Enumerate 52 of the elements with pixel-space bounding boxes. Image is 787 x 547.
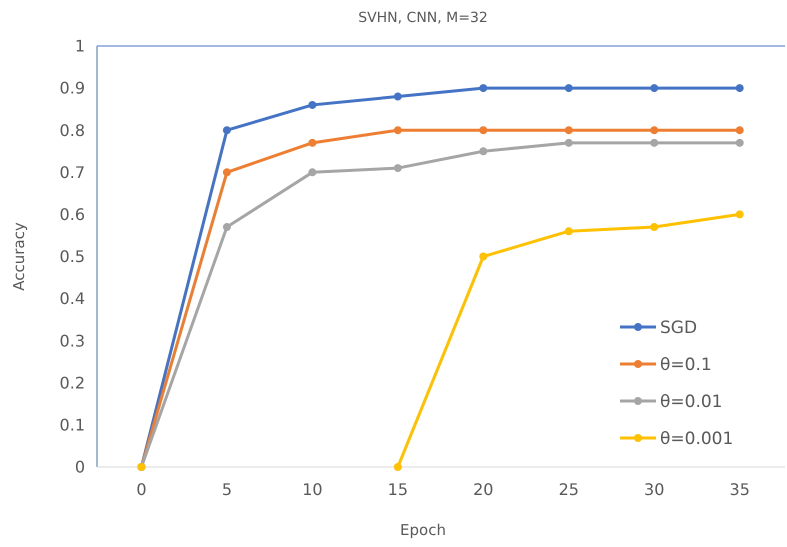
point [736, 84, 744, 92]
point [564, 84, 573, 92]
point [650, 126, 658, 134]
point [650, 223, 658, 232]
y-tick-label: 0.2 [60, 373, 85, 392]
y-tick-label: 0.1 [60, 416, 85, 434]
point [394, 126, 402, 134]
point [736, 126, 744, 134]
point [564, 126, 573, 134]
point [479, 147, 488, 156]
point [394, 92, 402, 101]
y-tick-label: 1 [74, 36, 85, 56]
point [394, 164, 402, 172]
x-tick-label: 25 [558, 480, 579, 499]
point [479, 84, 488, 92]
point [308, 100, 316, 109]
y-tick-label: 0.6 [60, 205, 85, 224]
point [394, 463, 402, 471]
x-tick-label: 0 [136, 480, 147, 499]
x-axis-title: Epoch [400, 521, 446, 539]
y-tick-label: 0.4 [60, 289, 85, 308]
point [736, 138, 744, 147]
x-tick-label: 5 [222, 480, 232, 499]
point [222, 168, 231, 176]
y-tick-label: 0.3 [60, 331, 85, 350]
y-tick-label: 0.5 [60, 247, 85, 266]
legend-label: θ=0.01 [660, 392, 722, 412]
y-tick-label: 0.9 [60, 78, 85, 98]
point [650, 84, 658, 92]
x-tick-label: 35 [730, 480, 750, 499]
x-tick-label: 30 [644, 480, 664, 499]
legend-label: SGD [660, 318, 698, 338]
point [564, 138, 573, 147]
y-tick-label: 0.7 [60, 162, 85, 182]
y-axis-title: Accuracy [10, 222, 28, 291]
point [308, 168, 316, 176]
y-tick-label: 0 [74, 458, 85, 477]
chart-title: SVHN, CNN, M=32 [358, 10, 488, 26]
y-tick-label: 0.8 [60, 120, 85, 140]
point [308, 138, 316, 147]
legend-label: θ=0.001 [660, 428, 734, 449]
x-tick-label: 15 [388, 480, 408, 499]
point [736, 210, 744, 218]
point [479, 126, 488, 134]
x-tick-label: 10 [302, 480, 323, 499]
point [479, 252, 488, 260]
point [650, 138, 658, 147]
point [222, 126, 231, 134]
point [564, 227, 573, 236]
point [222, 223, 231, 232]
x-tick-label: 20 [473, 480, 494, 499]
legend-label: θ=0.1 [660, 354, 712, 375]
